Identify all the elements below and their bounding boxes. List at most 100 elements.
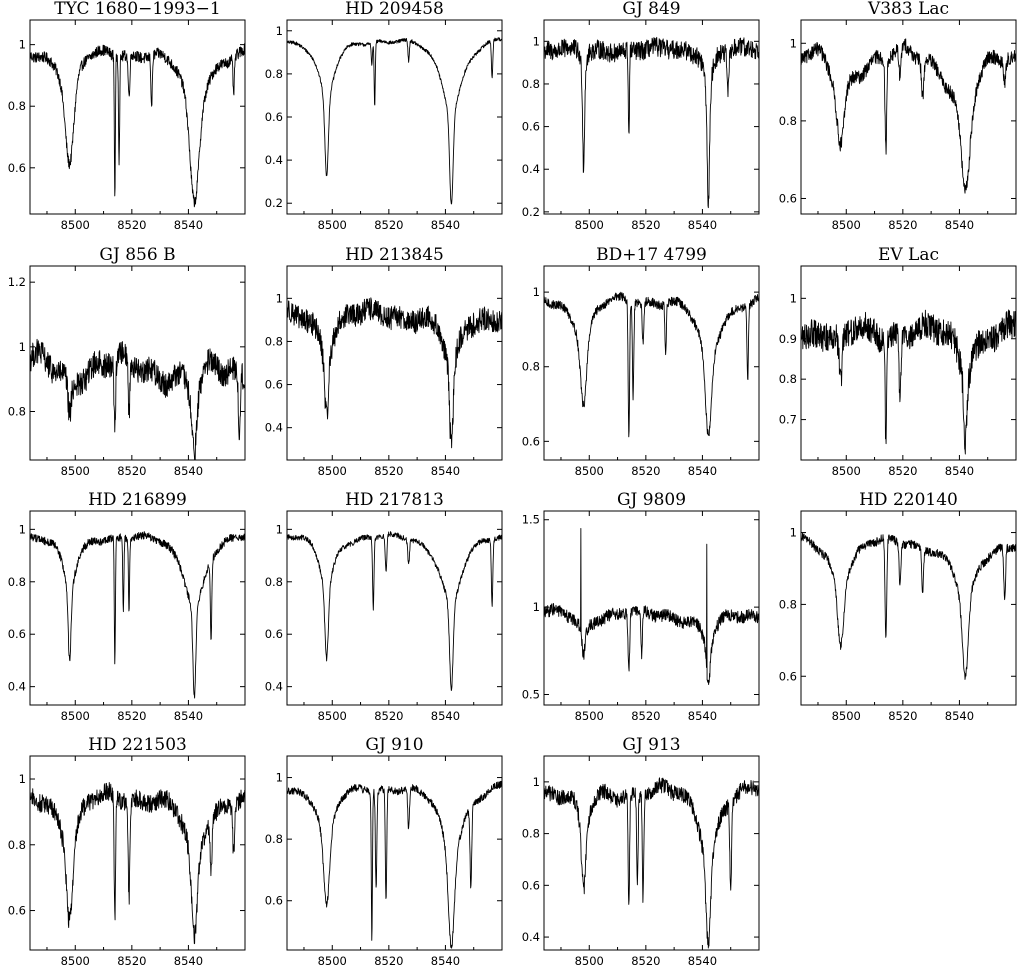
y-tick-label: 1 [276,522,283,536]
y-tick-label: 0.6 [8,161,26,175]
x-tick-label: 8520 [631,218,660,232]
spectrum-line [29,531,246,699]
y-tick-label: 0.8 [265,67,283,81]
y-tick-label: 1 [533,34,540,48]
spectrum-panel: BD+17 4799 8500 8520 8540 0.6 0.8 1 [522,245,760,478]
y-tick-label: 0.8 [8,405,26,419]
spectrum-line [286,780,503,949]
spectrum-panel: HD 213845 8500 8520 8540 0.4 0.6 0.8 1 [265,245,503,478]
spectrum-line [29,43,246,208]
spectrum-line [543,528,760,685]
spectrum-line [29,782,246,945]
plot-frame [29,510,246,706]
y-tick-label: 0.2 [265,196,283,210]
y-tick-label: 0.8 [522,360,540,374]
plot-frame [800,19,1017,215]
x-tick-label: 8520 [888,218,917,232]
y-tick-label: 0.4 [8,680,26,694]
y-tick-label: 0.7 [779,413,797,427]
y-tick-label: 0.4 [522,162,540,176]
x-tick-label: 8520 [631,954,660,967]
x-tick-label: 8540 [174,464,203,478]
spectrum-line [286,531,503,691]
panel-title: HD 216899 [88,490,187,510]
x-tick-label: 8500 [318,709,347,723]
spectrum-line [286,297,503,449]
y-tick-label: 0.6 [779,669,797,683]
y-tick-label: 1.2 [8,275,26,289]
plot-frame [286,19,503,215]
x-tick-label: 8520 [117,709,146,723]
y-tick-label: 0.8 [8,99,26,113]
panel-title: HD 221503 [88,735,187,755]
x-tick-label: 8500 [318,218,347,232]
plot-frame [800,510,1017,706]
plot-frame [29,19,246,215]
plot-frame [543,19,760,215]
spectrum-line [543,36,760,209]
y-tick-label: 1 [790,36,797,50]
spectrum-panel: V383 Lac 8500 8520 8540 0.6 0.8 1 [779,0,1017,232]
y-tick-label: 0.9 [779,332,797,346]
x-tick-label: 8540 [431,464,460,478]
plot-frame [286,265,503,461]
x-tick-label: 8500 [61,954,90,967]
spectrum-panel: HD 209458 8500 8520 8540 0.2 0.4 0.6 0.8 1 [265,0,503,232]
y-tick-label: 0.8 [522,77,540,91]
plot-frame [29,265,246,461]
x-tick-label: 8520 [888,709,917,723]
x-tick-label: 8540 [174,954,203,967]
x-tick-label: 8520 [117,954,146,967]
y-tick-label: 1 [19,38,26,52]
y-tick-label: 1 [790,291,797,305]
x-tick-label: 8500 [832,709,861,723]
spectrum-panel: GJ 913 8500 8520 8540 0.4 0.6 0.8 1 [522,735,760,967]
y-tick-label: 1 [19,522,26,536]
panel-title: EV Lac [878,245,939,265]
plot-frame [543,265,760,461]
x-tick-label: 8540 [945,218,974,232]
x-tick-label: 8520 [117,464,146,478]
y-tick-label: 0.8 [779,372,797,386]
x-tick-label: 8500 [61,464,90,478]
x-tick-label: 8500 [575,709,604,723]
x-tick-label: 8540 [945,464,974,478]
y-tick-label: 0.6 [8,904,26,918]
y-tick-label: 0.4 [265,153,283,167]
spectrum-panel: HD 216899 8500 8520 8540 0.4 0.6 0.8 1 [8,490,246,723]
x-tick-label: 8520 [374,709,403,723]
x-tick-label: 8500 [575,464,604,478]
spectrum-panel: GJ 9809 8500 8520 8540 0.5 1 1.5 [522,490,760,723]
panel-title: GJ 9809 [617,490,686,510]
spectrum-panel: HD 217813 8500 8520 8540 0.4 0.6 0.8 1 [265,490,503,723]
panel-title: HD 213845 [345,245,444,265]
y-tick-label: 0.6 [265,894,283,908]
y-tick-label: 0.4 [265,680,283,694]
x-tick-label: 8540 [174,218,203,232]
y-tick-label: 1 [533,600,540,614]
x-tick-label: 8500 [575,954,604,967]
panel-title: HD 209458 [345,0,444,19]
spectrum-panel: HD 221503 8500 8520 8540 0.6 0.8 1 [8,735,246,967]
x-tick-label: 8520 [117,218,146,232]
panel-title: TYC 1680−1993−1 [54,0,221,19]
spectrum-panel: HD 220140 8500 8520 8540 0.6 0.8 1 [779,490,1017,723]
x-tick-label: 8540 [688,709,717,723]
plot-frame [543,510,760,706]
spectrum-line [543,291,760,438]
y-tick-label: 0.4 [522,930,540,944]
x-tick-label: 8500 [832,464,861,478]
spectrum-line [800,38,1017,194]
y-tick-label: 0.6 [265,627,283,641]
x-tick-label: 8500 [575,218,604,232]
plot-frame [29,755,246,951]
x-tick-label: 8520 [374,954,403,967]
y-tick-label: 1 [276,24,283,38]
y-tick-label: 1 [790,526,797,540]
panel-title: HD 217813 [345,490,444,510]
y-tick-label: 0.8 [779,597,797,611]
plot-frame [286,755,503,951]
y-tick-label: 0.8 [779,114,797,128]
panel-title: BD+17 4799 [596,245,707,265]
x-tick-label: 8500 [832,218,861,232]
